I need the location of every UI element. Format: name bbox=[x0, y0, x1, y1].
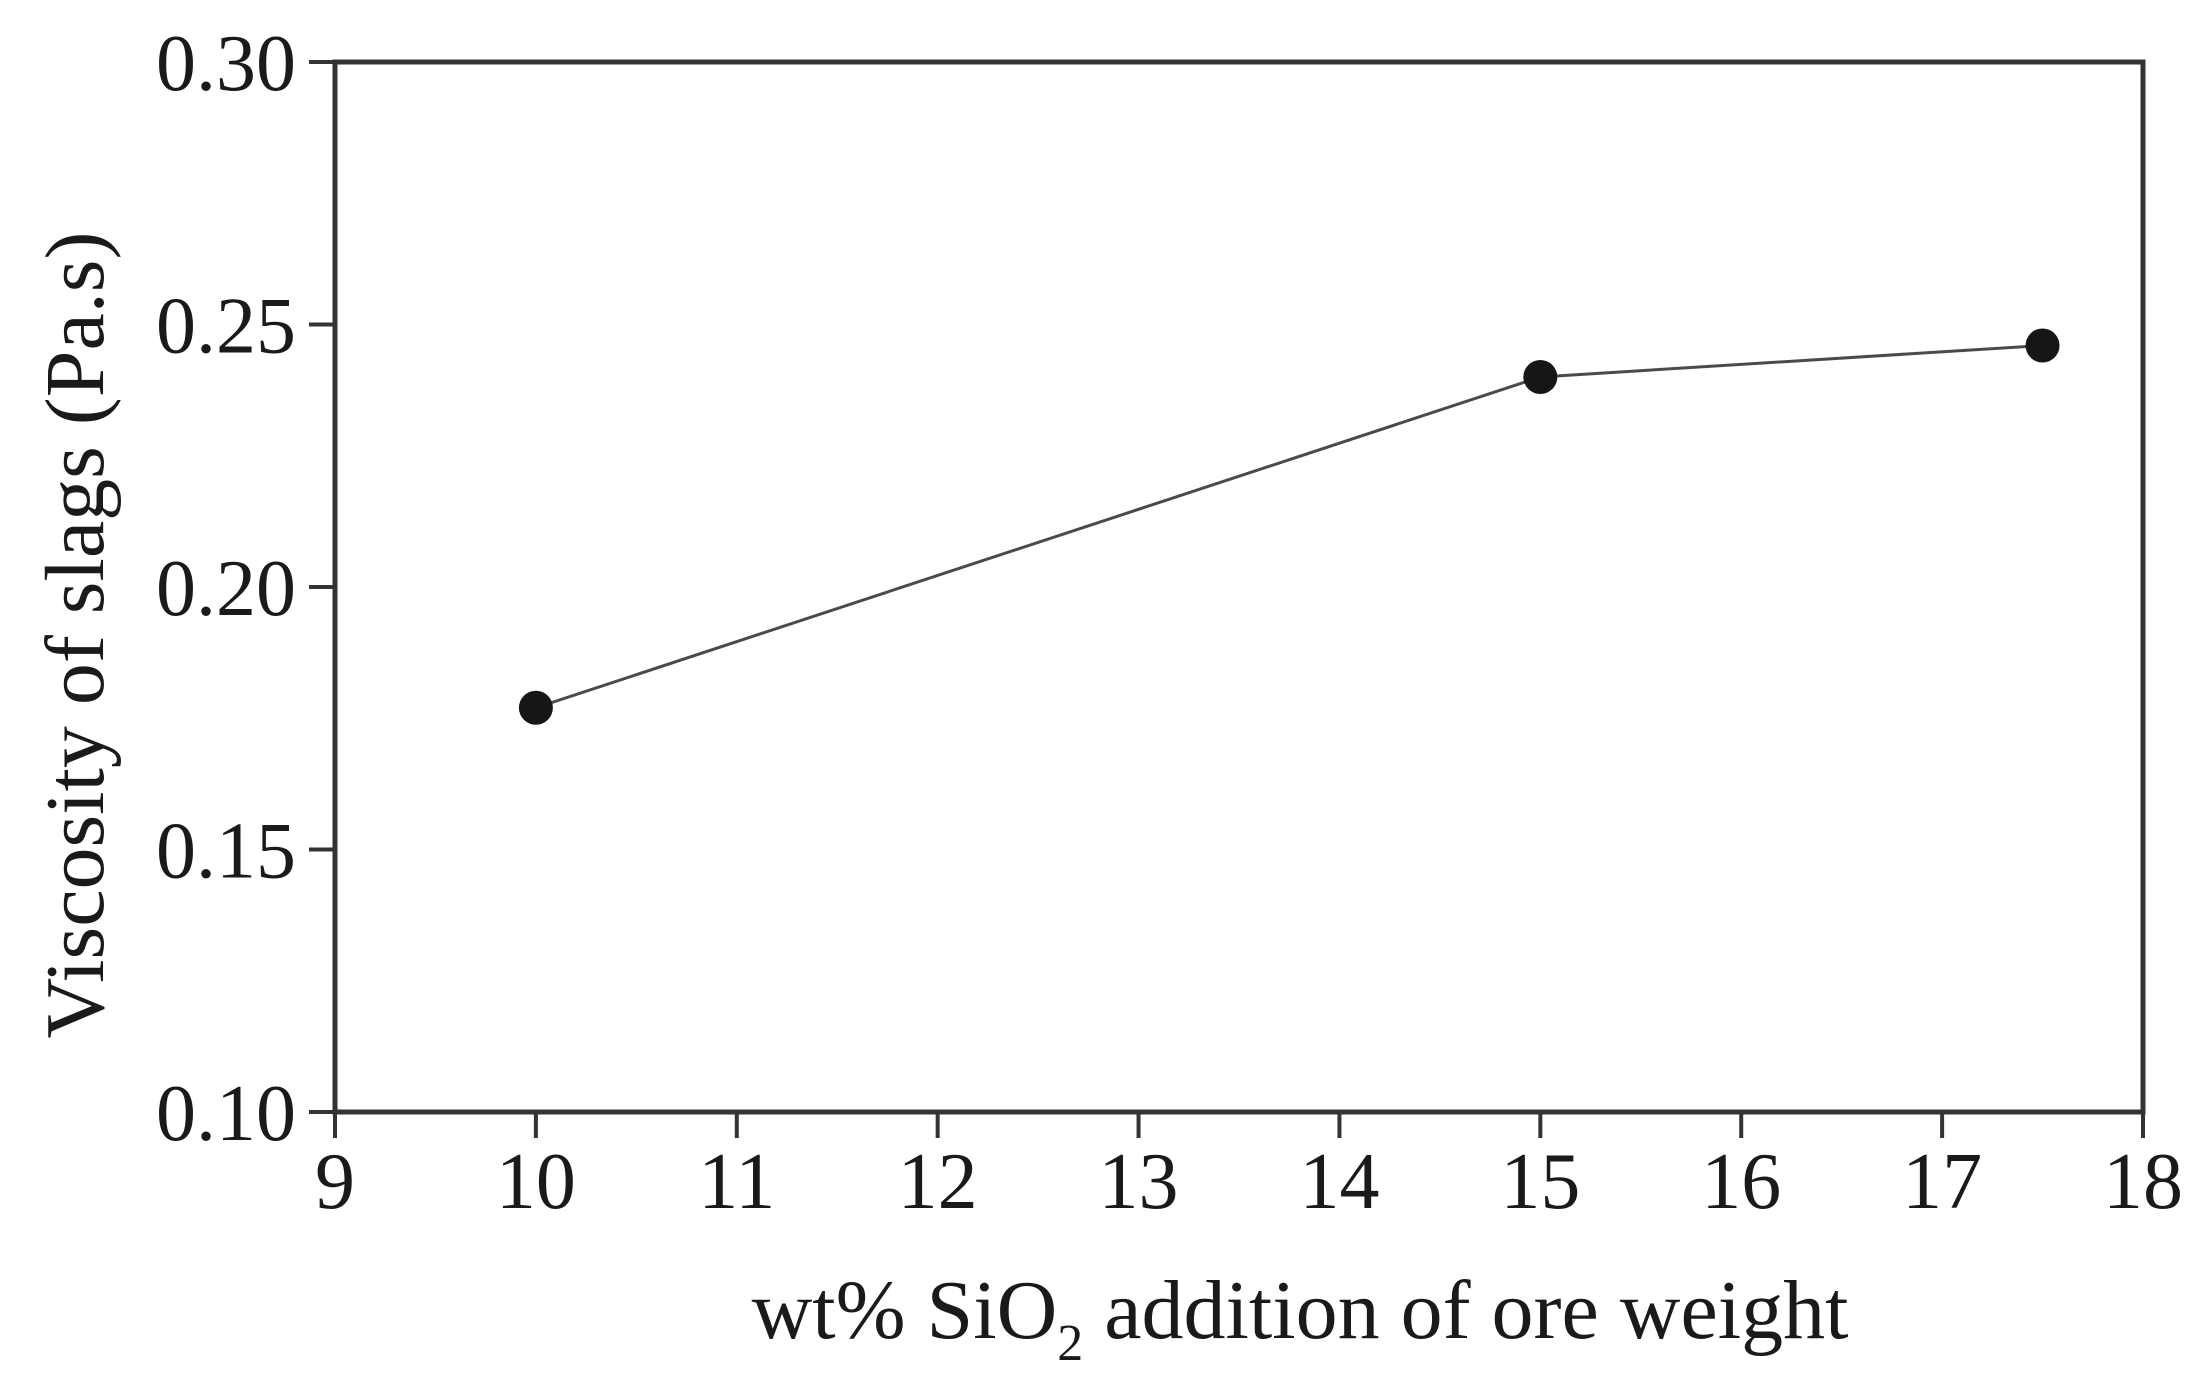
x-axis-label-part: wt% SiO bbox=[752, 1264, 1058, 1357]
x-tick-label: 15 bbox=[1500, 1138, 1580, 1226]
x-tick-label: 18 bbox=[2103, 1138, 2183, 1226]
x-tick-label: 12 bbox=[898, 1138, 978, 1226]
y-tick-label: 0.10 bbox=[156, 1070, 296, 1158]
data-point bbox=[2025, 328, 2060, 363]
plot-frame bbox=[332, 59, 2146, 1115]
data-line bbox=[535, 344, 2043, 710]
y-tick-label: 0.20 bbox=[156, 545, 296, 633]
y-tick-label: 0.15 bbox=[156, 808, 296, 896]
x-tick-label: 14 bbox=[1299, 1138, 1379, 1226]
x-tick-label: 13 bbox=[1099, 1138, 1179, 1226]
x-tick-label: 10 bbox=[496, 1138, 576, 1226]
x-axis-label-part: addition of ore weight bbox=[1083, 1264, 1848, 1357]
y-axis-label: Viscosity of slags (Pa.s) bbox=[29, 232, 122, 1039]
y-tick-label: 0.25 bbox=[156, 283, 296, 371]
x-axis-label: wt% SiO2 addition of ore weight bbox=[752, 1264, 1849, 1372]
x-tick-label: 17 bbox=[1902, 1138, 1982, 1226]
data-point bbox=[1523, 360, 1558, 394]
x-tick-label: 11 bbox=[698, 1138, 775, 1226]
y-tick-label: 0.30 bbox=[156, 20, 296, 108]
x-axis-label-subscript: 2 bbox=[1057, 1315, 1083, 1372]
data-point bbox=[518, 690, 553, 725]
x-tick-label: 16 bbox=[1701, 1138, 1781, 1226]
x-tick-label: 9 bbox=[315, 1138, 355, 1226]
